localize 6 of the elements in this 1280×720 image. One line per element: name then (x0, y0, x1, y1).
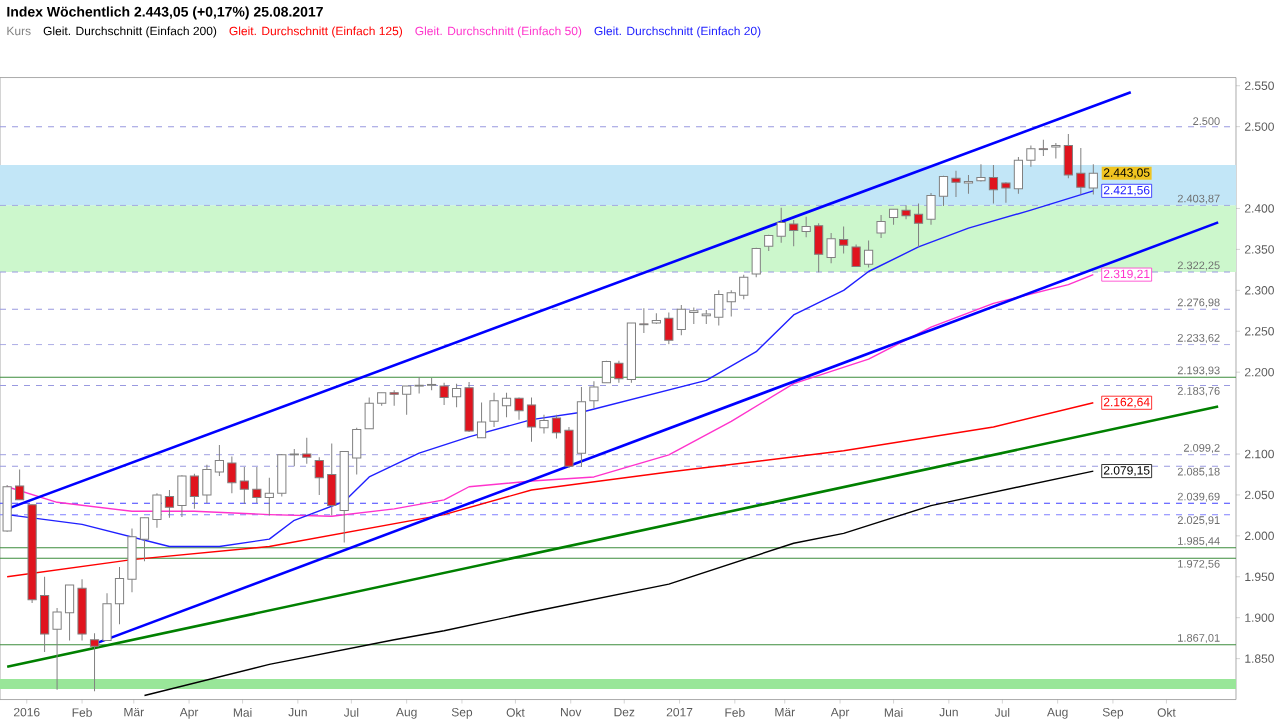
line-series (143, 470, 1095, 697)
candlestick (751, 247, 761, 278)
candlestick (876, 214, 886, 239)
line-series (6, 402, 1095, 578)
candlestick (589, 380, 599, 409)
line-series (6, 273, 1095, 517)
